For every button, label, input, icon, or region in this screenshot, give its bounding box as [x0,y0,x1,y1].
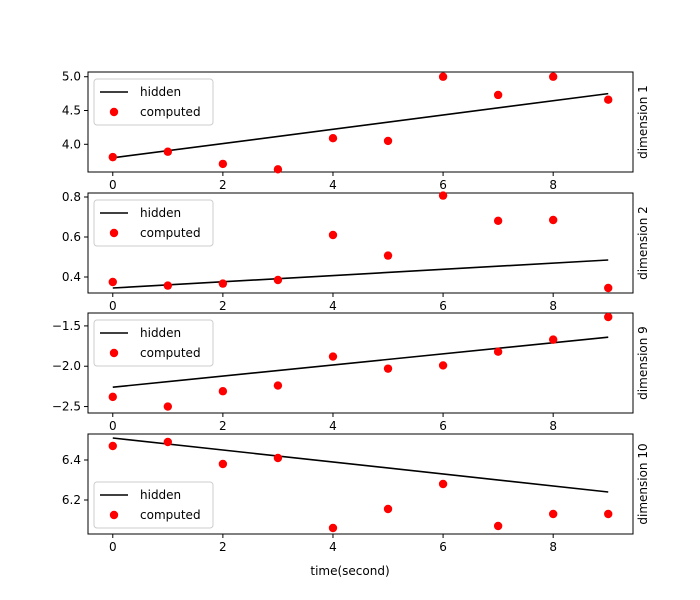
computed-point [163,147,173,156]
computed-point [604,312,613,322]
computed-point [108,277,117,287]
computed-point [218,387,228,396]
legend-computed-swatch [109,348,119,358]
hidden-line [112,336,609,388]
y-axis-label-right: dimension 10 [636,443,650,524]
computed-point [218,279,228,288]
y-tick-label: 0.8 [62,190,81,204]
y-tick-label: −2.5 [52,400,81,414]
y-tick-label: 4.5 [62,104,81,118]
computed-point [548,215,558,225]
computed-point [108,152,117,162]
x-tick-label: 0 [109,178,117,192]
computed-point [438,72,448,81]
legend-computed-label: computed [140,346,201,360]
x-tick-label: 0 [109,299,117,313]
computed-point [604,95,613,104]
legend-box [93,78,214,126]
y-tick-label: 6.4 [62,453,81,467]
computed-point [548,509,558,519]
computed-point [438,479,448,489]
legend-box [93,199,214,247]
legend-hidden-label: hidden [140,326,181,340]
x-tick-label: 4 [329,540,337,554]
x-axis-label: time(second) [310,564,389,578]
legend-box [93,481,214,529]
computed-point [218,459,228,469]
x-tick-label: 0 [109,540,117,554]
x-tick-label: 0 [109,419,117,433]
computed-point [604,283,613,293]
x-tick-label: 6 [439,540,447,554]
y-tick-label: −2.0 [52,359,81,373]
x-tick-label: 4 [329,178,337,192]
computed-point [328,134,338,143]
x-tick-label: 8 [549,419,557,433]
x-tick-label: 2 [219,299,227,313]
computed-point [218,159,228,169]
y-tick-label: 6.2 [62,493,81,507]
computed-point [383,504,393,514]
x-tick-label: 4 [329,419,337,433]
computed-point [163,437,173,447]
legend-computed-label: computed [140,508,201,522]
computed-point [493,347,503,356]
computed-point [438,191,448,200]
x-tick-label: 6 [439,419,447,433]
legend-computed-swatch [109,107,119,117]
y-axis-label-right: dimension 1 [636,85,650,159]
y-tick-label: −1.5 [52,319,81,333]
computed-point [383,136,393,146]
legend-computed-swatch [109,228,119,238]
hidden-line [112,259,609,289]
computed-point [328,523,338,533]
computed-point [108,441,117,451]
x-tick-label: 2 [219,540,227,554]
computed-point [548,72,558,81]
legend-computed-label: computed [140,226,201,240]
y-axis-label-right: dimension 2 [636,206,650,280]
hidden-line [112,92,609,159]
computed-point [383,251,393,260]
computed-point [273,453,283,463]
computed-point [493,216,503,225]
computed-point [328,352,338,361]
computed-point [328,230,338,240]
hidden-line [112,437,609,493]
x-tick-label: 2 [219,419,227,433]
x-tick-label: 4 [329,299,337,313]
legend-hidden-label: hidden [140,206,181,220]
legend-computed-swatch [109,510,119,520]
x-tick-label: 8 [549,178,557,192]
x-tick-label: 6 [439,299,447,313]
x-tick-label: 8 [549,540,557,554]
legend-hidden-label: hidden [140,488,181,502]
computed-point [273,275,283,285]
computed-point [438,361,448,370]
computed-point [163,281,173,290]
computed-point [383,364,393,373]
y-tick-label: 0.6 [62,230,81,244]
legend-computed-label: computed [140,105,201,119]
y-tick-label: 4.0 [62,137,81,151]
computed-point [493,521,503,531]
y-tick-label: 5.0 [62,70,81,84]
legend-hidden-label: hidden [140,85,181,99]
y-axis-label-right: dimension 9 [636,326,650,400]
computed-point [273,165,283,174]
x-tick-label: 2 [219,178,227,192]
computed-point [493,90,503,100]
y-tick-label: 0.4 [62,270,81,284]
computed-point [108,392,117,402]
computed-point [548,335,558,344]
computed-point [273,381,283,390]
x-tick-label: 8 [549,299,557,313]
computed-point [604,509,613,519]
legend-box [93,319,214,367]
computed-point [163,402,173,411]
x-tick-label: 6 [439,178,447,192]
